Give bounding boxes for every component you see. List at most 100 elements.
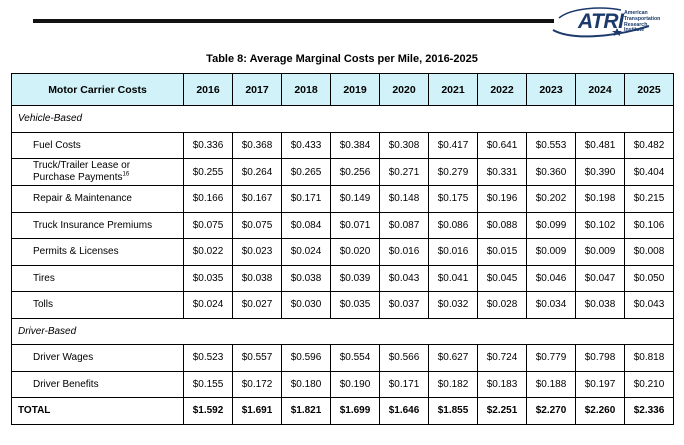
table-cell: $0.279: [428, 158, 478, 186]
table-cell: $0.084: [281, 211, 331, 239]
table-cell: $0.404: [624, 158, 674, 186]
row-label-line: Truck/Trailer Lease or: [33, 160, 131, 171]
table-cell: $0.047: [575, 264, 625, 292]
table-cell: $0.023: [232, 238, 282, 266]
table-cell: $0.034: [526, 291, 576, 319]
table-cell: $0.175: [428, 185, 478, 213]
table-cell: $0.308: [379, 131, 429, 159]
table-row: Permits & Licenses $0.022 $0.023 $0.024 …: [11, 238, 674, 266]
table-cell: $0.155: [183, 370, 233, 398]
table-cell: $0.265: [281, 158, 331, 186]
section-label-driver: Driver-Based: [11, 317, 674, 345]
table-cell: $0.566: [379, 344, 429, 372]
table-row: Fuel Costs $0.336 $0.368 $0.433 $0.384 $…: [11, 131, 674, 159]
table-cell: $0.641: [477, 131, 527, 159]
column-header-year: 2025: [624, 73, 674, 106]
table-cell: $0.481: [575, 131, 625, 159]
table-cell: $0.099: [526, 211, 576, 239]
table-cell: $0.627: [428, 344, 478, 372]
table-cell: $0.022: [183, 238, 233, 266]
table-cell: $0.167: [232, 185, 282, 213]
table-cell: $0.190: [330, 370, 380, 398]
table-cell: $0.038: [575, 291, 625, 319]
table-cell: $0.368: [232, 131, 282, 159]
row-label: Truck/Trailer Lease or Purchase Payments1…: [11, 158, 184, 186]
table-cell: $0.523: [183, 344, 233, 372]
table-cell: $0.027: [232, 291, 282, 319]
table-cell: $0.039: [330, 264, 380, 292]
table-row: Repair & Maintenance $0.166 $0.167 $0.17…: [11, 185, 674, 213]
total-cell: $1.691: [232, 397, 282, 425]
table-cell: $0.196: [477, 185, 527, 213]
table-cell: $0.028: [477, 291, 527, 319]
table-caption: Table 8: Average Marginal Costs per Mile…: [206, 53, 478, 65]
table-cell: $0.035: [330, 291, 380, 319]
column-header-year: 2022: [477, 73, 527, 106]
total-cell: $1.855: [428, 397, 478, 425]
table-cell: $0.038: [232, 264, 282, 292]
column-header-year: 2016: [183, 73, 233, 106]
table-cell: $0.043: [379, 264, 429, 292]
table-cell: $0.417: [428, 131, 478, 159]
table-cell: $0.264: [232, 158, 282, 186]
table-cell: $0.035: [183, 264, 233, 292]
row-label: Fuel Costs: [11, 131, 184, 159]
table-row: Truck/Trailer Lease or Purchase Payments1…: [11, 158, 674, 186]
atri-logo: ATRI American Transportation Research In…: [551, 4, 661, 38]
table-cell: $0.198: [575, 185, 625, 213]
table-cell: $0.050: [624, 264, 674, 292]
total-row: TOTAL $1.592 $1.691 $1.821 $1.699 $1.646…: [11, 397, 674, 425]
total-label: TOTAL: [11, 397, 184, 425]
column-header-costs: Motor Carrier Costs: [11, 73, 184, 106]
table-cell: $0.086: [428, 211, 478, 239]
table-cell: $0.554: [330, 344, 380, 372]
total-cell: $1.592: [183, 397, 233, 425]
column-header-year: 2024: [575, 73, 625, 106]
table-row: Tolls $0.024 $0.027 $0.030 $0.035 $0.037…: [11, 291, 674, 319]
table-row: Tires $0.035 $0.038 $0.038 $0.039 $0.043…: [11, 264, 674, 292]
table-cell: $0.024: [183, 291, 233, 319]
table-cell: $0.331: [477, 158, 527, 186]
table-cell: $0.041: [428, 264, 478, 292]
marginal-costs-table: Motor Carrier Costs 2016 2017 2018 2019 …: [11, 73, 674, 425]
table-cell: $0.182: [428, 370, 478, 398]
total-cell: $1.646: [379, 397, 429, 425]
column-header-year: 2018: [281, 73, 331, 106]
table-cell: $0.171: [379, 370, 429, 398]
row-label: Truck Insurance Premiums: [11, 211, 184, 239]
table-cell: $0.384: [330, 131, 380, 159]
column-header-year: 2021: [428, 73, 478, 106]
table-cell: $0.016: [379, 238, 429, 266]
table-cell: $0.183: [477, 370, 527, 398]
table-cell: $0.433: [281, 131, 331, 159]
table-cell: $0.038: [281, 264, 331, 292]
header-rule: [33, 19, 554, 23]
table-cell: $0.087: [379, 211, 429, 239]
row-label-line: Purchase Payments: [33, 172, 123, 183]
table-cell: $0.088: [477, 211, 527, 239]
footnote-marker: 16: [122, 171, 130, 178]
table-row: Truck Insurance Premiums $0.075 $0.075 $…: [11, 211, 674, 239]
header-row: Motor Carrier Costs 2016 2017 2018 2019 …: [11, 73, 674, 106]
table-row: Driver Benefits $0.155 $0.172 $0.180 $0.…: [11, 370, 674, 398]
table-cell: $0.071: [330, 211, 380, 239]
table-cell: $0.256: [330, 158, 380, 186]
table-cell: $0.148: [379, 185, 429, 213]
table-cell: $0.390: [575, 158, 625, 186]
table-cell: $0.016: [428, 238, 478, 266]
table-cell: $0.102: [575, 211, 625, 239]
table-cell: $0.724: [477, 344, 527, 372]
table-cell: $0.020: [330, 238, 380, 266]
total-cell: $2.260: [575, 397, 625, 425]
table-cell: $0.188: [526, 370, 576, 398]
table-cell: $0.553: [526, 131, 576, 159]
table-cell: $0.106: [624, 211, 674, 239]
table-cell: $0.166: [183, 185, 233, 213]
row-label: Driver Benefits: [11, 370, 184, 398]
column-header-year: 2017: [232, 73, 282, 106]
table-cell: $0.037: [379, 291, 429, 319]
table-cell: $0.210: [624, 370, 674, 398]
row-label: Repair & Maintenance: [11, 185, 184, 213]
table-cell: $0.171: [281, 185, 331, 213]
table-cell: $0.172: [232, 370, 282, 398]
